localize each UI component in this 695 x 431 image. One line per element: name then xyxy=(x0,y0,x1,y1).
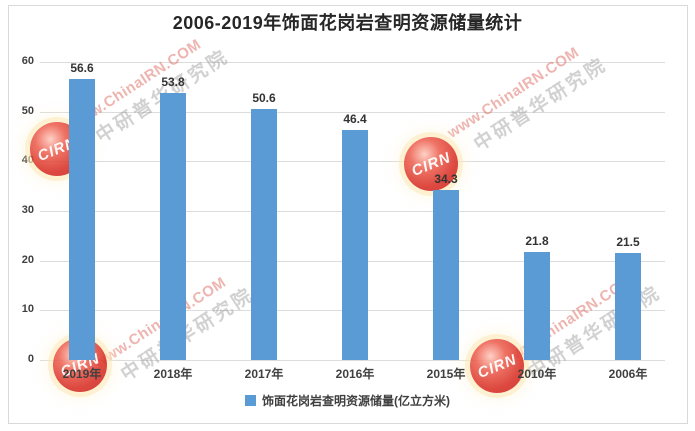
bar-2010年 xyxy=(524,251,550,360)
value-label: 56.6 xyxy=(70,60,94,75)
value-label: 53.8 xyxy=(161,74,185,89)
gridline xyxy=(40,62,665,63)
chart-title: 2006-2019年饰面花岗岩查明资源储量统计 xyxy=(172,13,523,33)
x-axis-label: 2015年 xyxy=(426,367,466,381)
gridline xyxy=(40,360,665,361)
y-axis-tick-label: 10 xyxy=(21,303,34,316)
value-label: 21.8 xyxy=(525,233,549,248)
x-axis-label: 2016年 xyxy=(335,367,375,381)
y-axis-tick-label: 60 xyxy=(21,55,34,67)
bar-2006年 xyxy=(615,253,641,360)
value-label: 46.4 xyxy=(343,111,367,126)
y-axis-tick-label: 0 xyxy=(27,353,34,365)
x-axis-label: 2010年 xyxy=(517,367,557,381)
x-axis-label: 2017年 xyxy=(244,367,284,381)
x-axis-label: 2019年 xyxy=(62,367,102,381)
gridline xyxy=(40,111,665,113)
legend-label: 饰面花岗岩查明资源储量(亿立方米) xyxy=(262,394,450,408)
bar-2019年 xyxy=(69,78,95,360)
bar-2016年 xyxy=(342,129,368,360)
value-label: 34.3 xyxy=(434,171,458,186)
legend: 饰面花岗岩查明资源储量(亿立方米) xyxy=(0,392,695,409)
chart-border xyxy=(8,5,688,424)
value-label: 21.5 xyxy=(616,235,640,250)
y-axis-tick-label: 20 xyxy=(21,253,34,266)
bar-2015年 xyxy=(433,189,459,360)
bar-2017年 xyxy=(251,108,277,360)
x-axis-label: 2006年 xyxy=(608,367,648,381)
y-axis-tick-label: 30 xyxy=(21,204,34,216)
x-axis-label: 2018年 xyxy=(153,367,193,381)
y-axis-tick-label: 50 xyxy=(21,104,34,117)
value-label: 50.6 xyxy=(252,90,276,105)
bar-2018年 xyxy=(160,92,186,360)
legend-marker xyxy=(245,395,256,406)
